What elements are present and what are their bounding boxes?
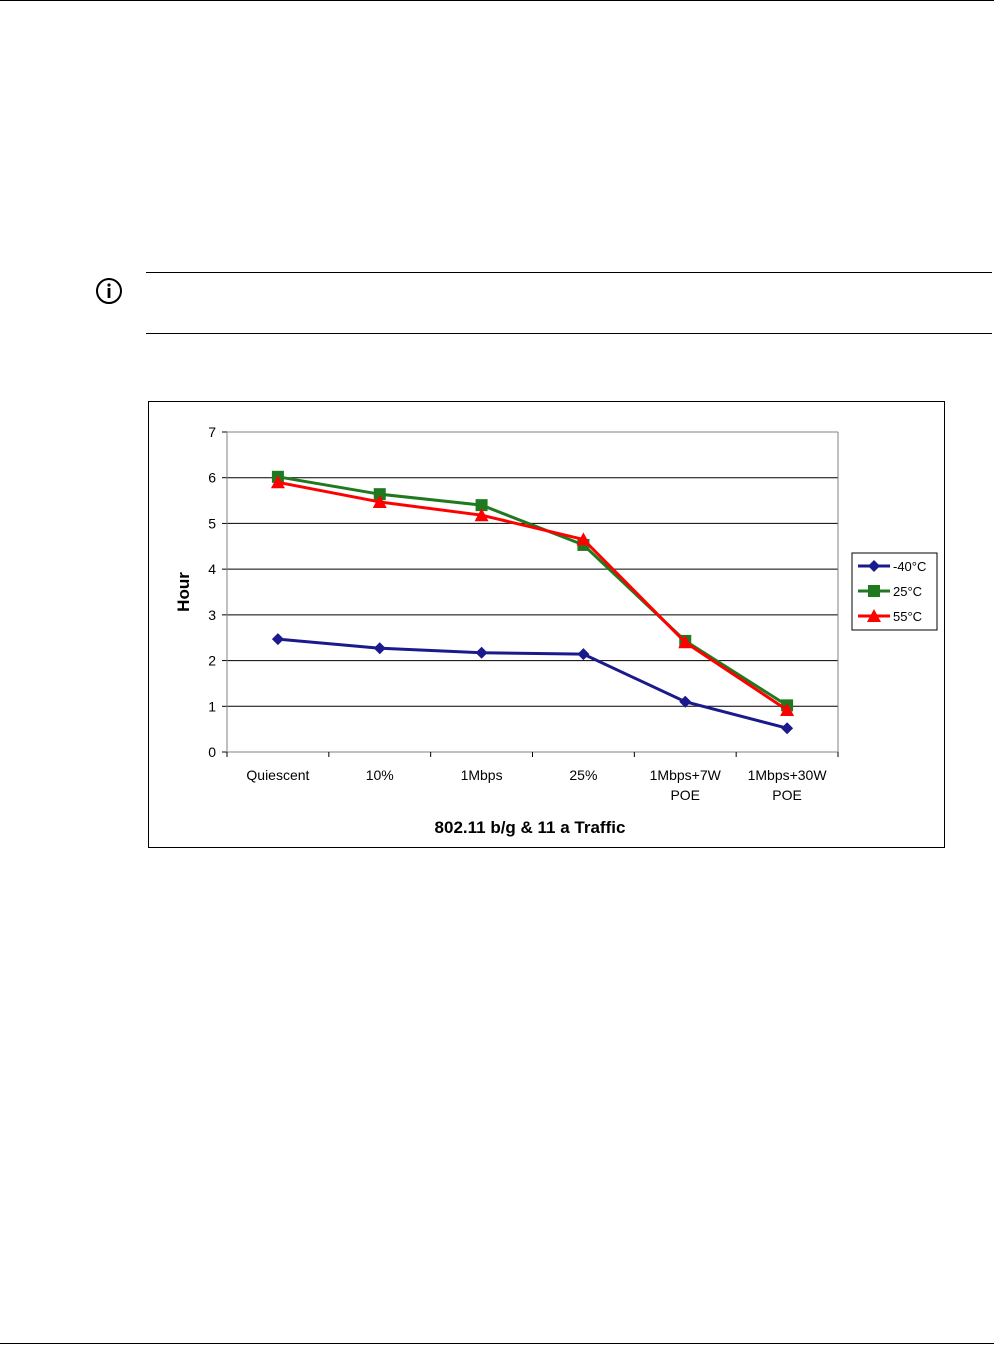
point-2-5 [780,702,795,716]
point-0-3 [577,648,590,661]
legend: -40°C 25°C 55°C [851,552,938,631]
y-tick-label-5: 5 [208,515,216,531]
legend-marker-0 [868,560,880,572]
y-tick-label-7: 7 [208,424,216,440]
legend-label-1: 25°C [893,584,922,599]
page-top-rule [0,0,994,1]
grid-layer [227,431,838,707]
point-1-2 [475,499,488,512]
point-2-3 [576,532,591,546]
x-tick-label-4: 1Mbps+7W POE [650,767,722,803]
legend-marker-2 [867,609,881,622]
page-bottom-rule [0,1343,994,1344]
x-tick-label-3: 25% [569,767,597,783]
x-tick-label-5: 1Mbps+30W POE [748,767,828,803]
info-icon [96,278,122,304]
chart-frame: 0 1 2 3 4 5 6 7 Quiescent 10% 1Mbps 25% 1Mbps+7W POE 1… [148,401,945,848]
x-tick-label-1: 10% [366,767,394,783]
y-tick-label-2: 2 [208,653,216,669]
point-2-4 [678,635,693,649]
point-0-4 [679,695,692,708]
x-tick-label-0: Quiescent [246,767,309,783]
x-axis-title: 802.11 b/g & 11 a Traffic [435,818,626,837]
series-1 [271,470,794,712]
point-2-0 [270,475,285,489]
series-line-1 [277,475,788,707]
series-line-0 [277,637,788,730]
y-tick-label-3: 3 [208,607,216,623]
note-top-rule [146,272,992,273]
note-bottom-rule [146,333,992,334]
y-tick-label-4: 4 [208,561,216,577]
point-2-1 [372,494,387,508]
point-0-2 [475,646,488,659]
point-0-5 [781,722,794,735]
series-0 [271,633,794,735]
y-tick-label-1: 1 [208,698,216,714]
legend-marker-1 [868,585,880,597]
point-1-1 [373,488,386,501]
legend-label-2: 55°C [893,609,922,624]
legend-label-0: -40°C [893,559,926,574]
series-line-2 [277,480,788,712]
point-0-0 [271,633,284,646]
x-tick-label-2: 1Mbps [461,767,503,783]
series-layer [270,470,795,735]
point-2-2 [474,508,489,522]
line-chart: 0 1 2 3 4 5 6 7 Quiescent 10% 1Mbps 25% 1Mbps+7W POE 1… [174,424,938,837]
y-tick-label-6: 6 [208,470,216,486]
axis-layer: 0 1 2 3 4 5 6 7 Quiescent 10% 1Mbps 25% 1Mbps+7W POE 1… [208,424,839,803]
point-0-1 [373,642,386,655]
y-tick-label-0: 0 [208,744,216,760]
series-2 [270,475,795,716]
y-axis-title: Hour [174,572,193,612]
